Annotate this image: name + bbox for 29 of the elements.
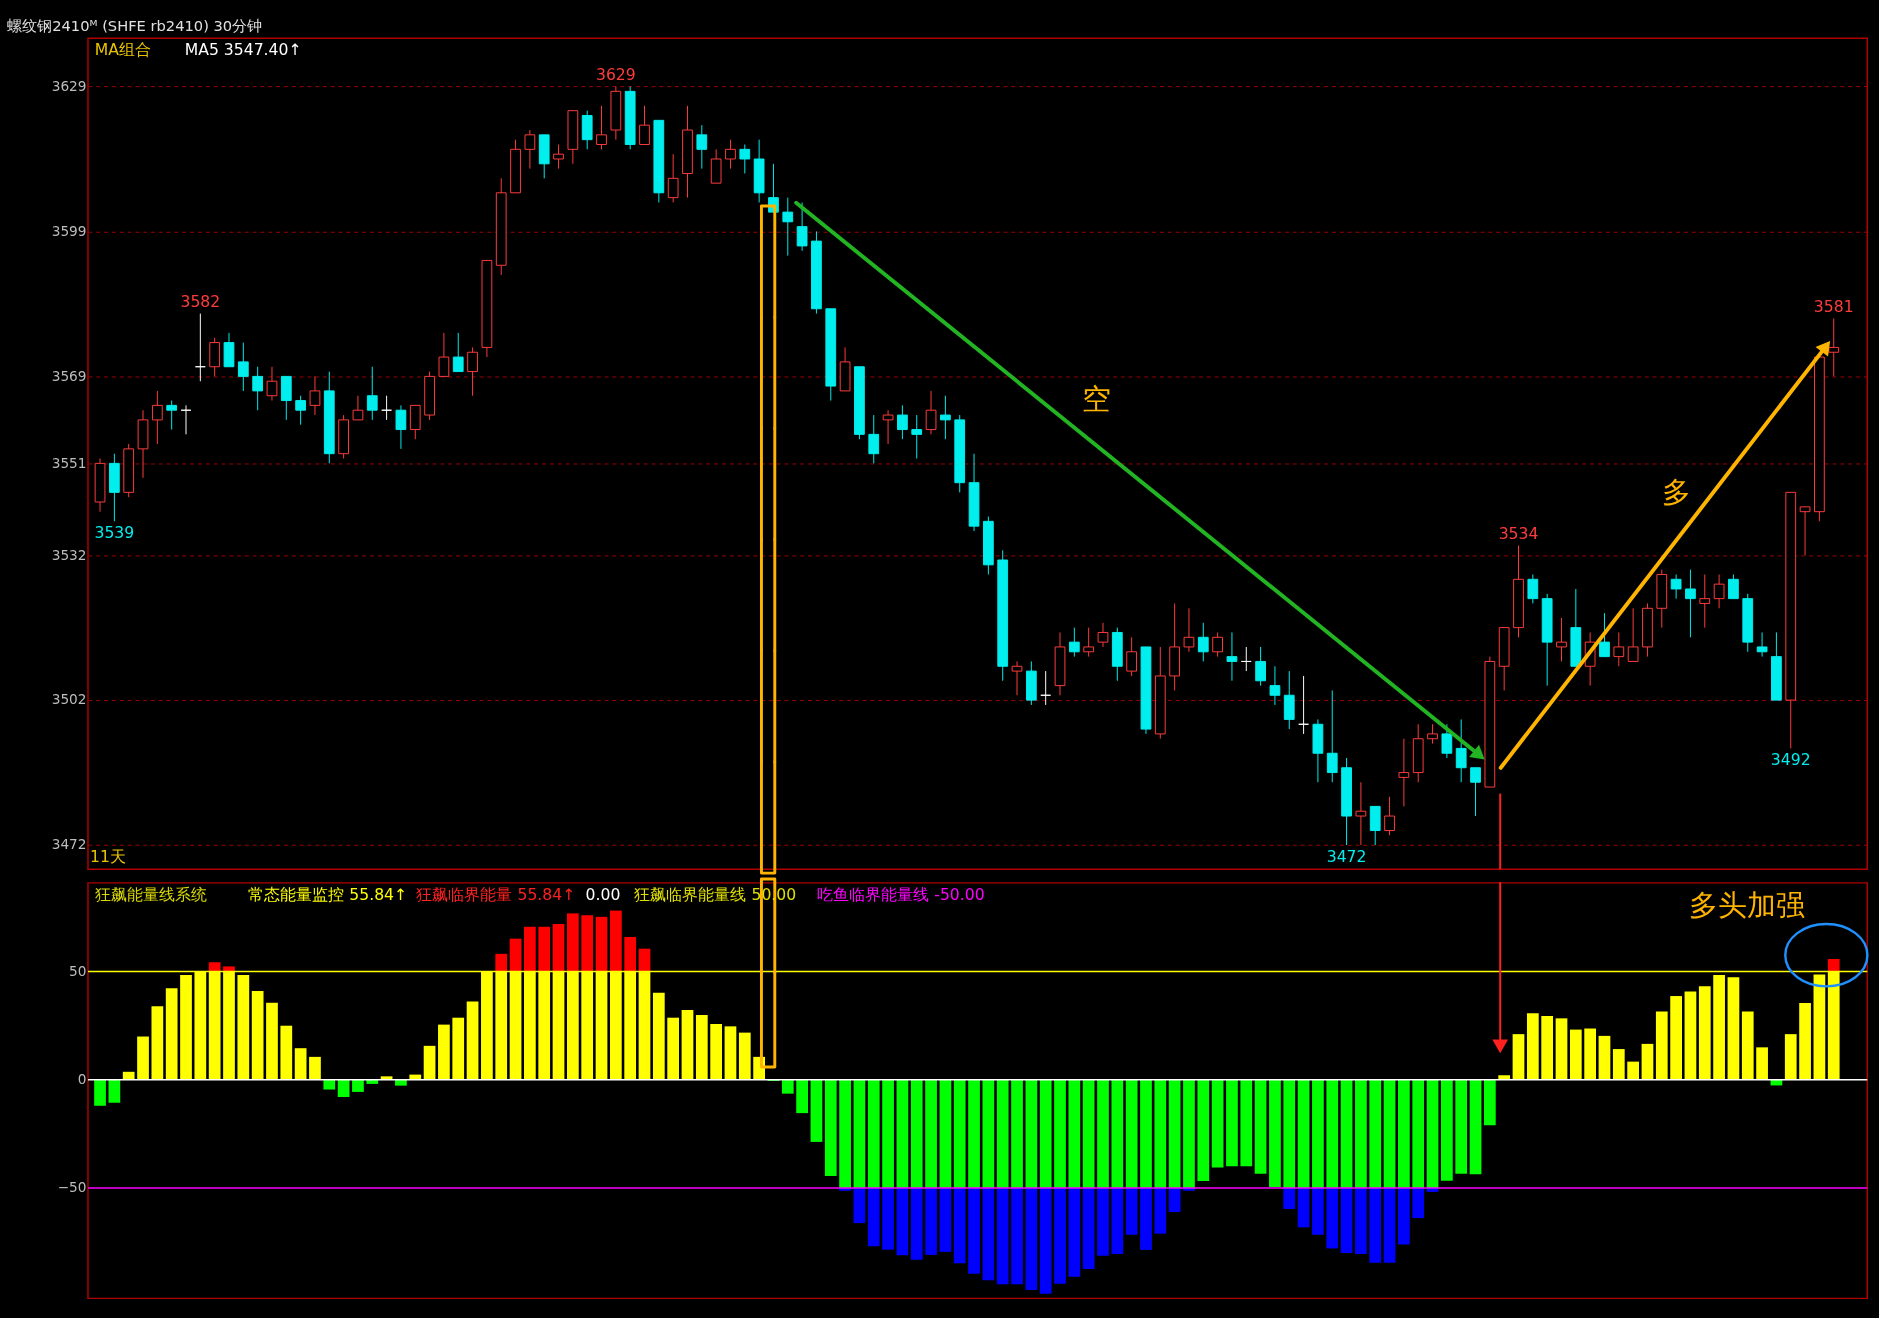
annotation: 11天 bbox=[89, 847, 126, 867]
y-tick-label: 3502 bbox=[51, 691, 87, 708]
y-tick-label: 3551 bbox=[51, 454, 87, 471]
annotation: 多头加强 bbox=[1689, 888, 1806, 923]
y-tick-label: 3569 bbox=[51, 367, 87, 384]
chart-title: 螺纹钢2410ᴹ (SHFE rb2410) 30分钟 bbox=[7, 17, 263, 35]
y-tick-label: −50 bbox=[57, 1179, 87, 1196]
y-tick-label: 3472 bbox=[51, 836, 87, 853]
annotation: 3539 bbox=[94, 522, 135, 542]
y-tick-label: 3532 bbox=[51, 546, 87, 563]
annotation: 0.00 bbox=[585, 885, 621, 905]
annotation: 3629 bbox=[595, 64, 636, 84]
annotation: MA组合 bbox=[94, 39, 151, 59]
y-tick-label: 3629 bbox=[51, 77, 87, 94]
annotation: 空 bbox=[1082, 382, 1112, 417]
annotation: 3581 bbox=[1813, 296, 1854, 316]
y-tick-label: 50 bbox=[69, 963, 87, 979]
annotation: 狂飙能量线系统 bbox=[94, 885, 207, 905]
annotation: 3582 bbox=[180, 291, 221, 311]
y-tick-label: 3599 bbox=[51, 222, 87, 239]
annotation: 吃鱼临界能量线 -50.00 bbox=[817, 885, 985, 905]
annotation: 3534 bbox=[1498, 523, 1539, 543]
annotation: 多 bbox=[1662, 475, 1692, 510]
annotation: 狂飙临界能量 55.84↑ bbox=[416, 885, 576, 905]
annotation: 3472 bbox=[1326, 846, 1367, 866]
y-tick-label: 0 bbox=[77, 1071, 87, 1088]
annotation: MA5 3547.40↑ bbox=[184, 39, 302, 59]
annotation: 常态能量监控 55.84↑ bbox=[248, 885, 408, 905]
annotation: 3492 bbox=[1770, 750, 1811, 770]
